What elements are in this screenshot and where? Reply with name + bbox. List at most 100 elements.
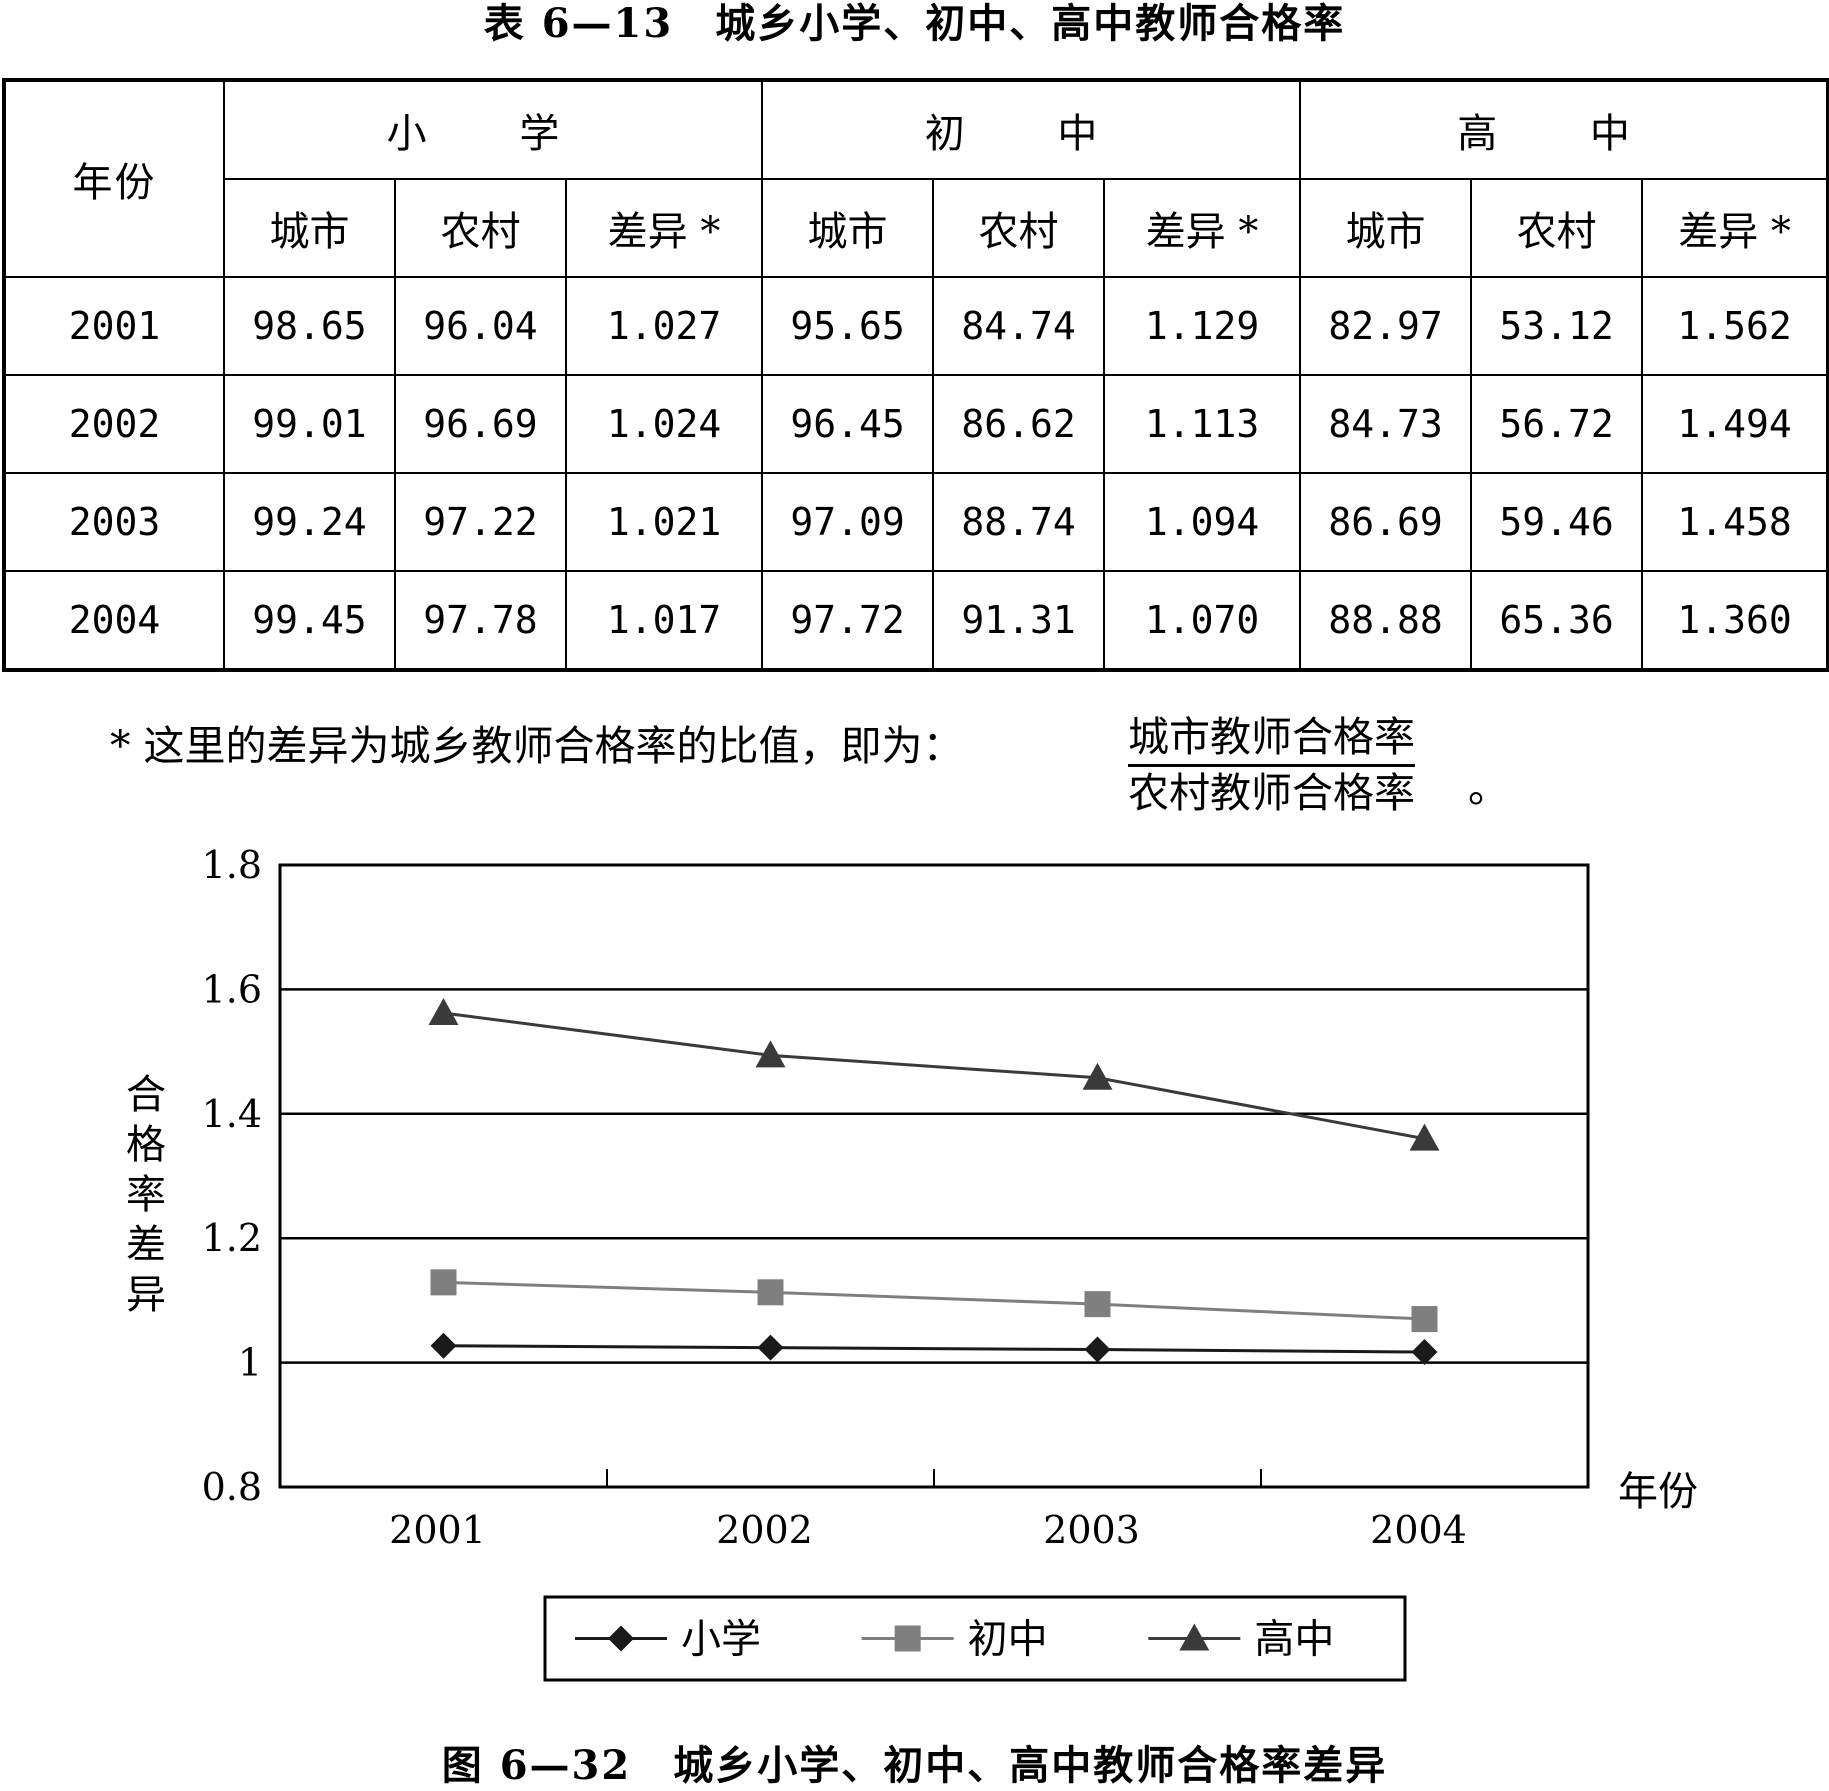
column-header: 差异 * <box>1103 178 1302 278</box>
y-tick-label: 1.4 <box>202 1092 262 1136</box>
column-header: 农村 <box>932 178 1106 278</box>
table-cell: 84.74 <box>932 276 1106 376</box>
table-cell: 1.094 <box>1103 472 1302 572</box>
table-cell: 1.129 <box>1103 276 1302 376</box>
legend-marker <box>608 1625 634 1652</box>
data-point <box>1082 1062 1113 1090</box>
line-chart: 0.8 1 1.2 1.4 1.6 1.8 2001 2002 2003 2004 年份 合格率差异小… <box>126 843 1698 1682</box>
y-tick-label: 1 <box>238 1341 262 1385</box>
plot-frame <box>278 863 1590 1489</box>
table-row: 2002 99.01 96.69 1.024 96.45 86.62 1.113 84.73 5… <box>3 374 1829 474</box>
data-point <box>1411 1306 1438 1333</box>
table-cell: 86.69 <box>1299 472 1473 572</box>
table-cell: 98.65 <box>223 276 396 376</box>
table-cell: 1.027 <box>564 276 764 376</box>
table-cell: 1.458 <box>1641 472 1829 572</box>
column-header: 农村 <box>1470 178 1644 278</box>
table-cell: 97.09 <box>761 472 935 572</box>
fraction-numerator: 城市教师合格率 <box>1128 712 1415 767</box>
year-cell: 2004 <box>3 570 225 671</box>
table-cell: 97.78 <box>394 570 567 671</box>
table-cell: 86.62 <box>932 374 1106 474</box>
column-header: 城市 <box>761 178 935 278</box>
series-line <box>443 1280 1425 1321</box>
table-cell: 1.017 <box>564 570 764 671</box>
legend-marker <box>1179 1623 1210 1651</box>
column-header: 城市 <box>223 178 396 278</box>
column-header: 差异 * <box>564 178 764 278</box>
year-cell: 2002 <box>3 374 225 474</box>
data-point <box>430 1332 457 1359</box>
x-tick-label: 2002 <box>716 1508 813 1552</box>
y-tick-label: 1.8 <box>202 843 262 887</box>
group-header: 小 学 <box>222 79 764 180</box>
table-cell: 97.22 <box>394 472 567 572</box>
series-line <box>443 1344 1425 1354</box>
table-cell: 1.024 <box>564 374 764 474</box>
legend-label: 小学 <box>681 1617 761 1663</box>
legend-label: 初中 <box>968 1617 1048 1663</box>
data-table: 年份 小 学 初 中 高 中 城市 农村 差异 * 城市 农村 差异 * 城市 … <box>2 78 1829 672</box>
year-cell: 2003 <box>3 472 225 572</box>
table-cell: 53.12 <box>1470 276 1644 376</box>
table-row: 2004 99.45 97.78 1.017 97.72 91.31 1.070 88.88 6… <box>3 570 1829 671</box>
table-cell: 1.021 <box>564 472 764 572</box>
table-cell: 96.45 <box>761 374 935 474</box>
table-cell: 96.69 <box>394 374 567 474</box>
legend-label: 高中 <box>1254 1617 1334 1663</box>
table-title: 表 6—13 城乡小学、初中、高中教师合格率 <box>483 0 1346 47</box>
data-point <box>757 1334 784 1361</box>
column-header: 农村 <box>394 178 567 278</box>
group-header: 初 中 <box>761 79 1302 180</box>
x-tick-label: 2004 <box>1370 1508 1467 1552</box>
fraction-denominator: 农村教师合格率 <box>1128 769 1415 817</box>
x-tick-label: 2001 <box>389 1508 486 1552</box>
legend-box <box>543 1595 1407 1682</box>
table-cell: 84.73 <box>1299 374 1473 474</box>
data-point <box>430 1269 457 1296</box>
table-cell: 96.04 <box>394 276 567 376</box>
table-cell: 59.46 <box>1470 472 1644 572</box>
data-point <box>1084 1291 1111 1318</box>
table-cell: 82.97 <box>1299 276 1473 376</box>
table-row: 2003 99.24 97.22 1.021 97.09 88.74 1.094 86.69 5… <box>3 472 1829 572</box>
table-cell: 99.01 <box>223 374 396 474</box>
x-axis-label: 年份 <box>1618 1469 1698 1515</box>
y-axis-label: 合格率差异 <box>126 1072 166 1318</box>
year-cell: 2001 <box>3 276 225 376</box>
table-cell: 1.070 <box>1103 570 1302 671</box>
footnote-end: 。 <box>1468 764 1509 812</box>
legend-marker <box>894 1625 921 1652</box>
x-tick-label: 2003 <box>1043 1508 1140 1552</box>
column-header: 城市 <box>1299 178 1473 278</box>
table-cell: 1.360 <box>1641 570 1829 671</box>
data-point <box>757 1279 784 1306</box>
table-cell: 97.72 <box>761 570 935 671</box>
table-cell: 99.45 <box>223 570 396 671</box>
series-line <box>443 1011 1425 1141</box>
table-body: 2001 98.65 96.04 1.027 95.65 84.74 1.129 82.97 5… <box>3 276 1829 671</box>
table-cell: 1.113 <box>1103 374 1302 474</box>
y-tick-label: 0.8 <box>202 1465 262 1509</box>
group-header: 高 中 <box>1299 79 1829 180</box>
table-cell: 1.562 <box>1641 276 1829 376</box>
y-tick-label: 1.2 <box>202 1216 262 1260</box>
table-cell: 99.24 <box>223 472 396 572</box>
table-cell: 88.74 <box>932 472 1106 572</box>
table-row: 2001 98.65 96.04 1.027 95.65 84.74 1.129 82.97 5… <box>3 276 1829 376</box>
ratio-fraction: 城市教师合格率 农村教师合格率 <box>1128 712 1415 819</box>
table-cell: 1.494 <box>1641 374 1829 474</box>
data-point <box>1411 1339 1438 1366</box>
y-tick-label: 1.6 <box>202 967 262 1011</box>
data-point <box>428 998 459 1026</box>
column-header: 差异 * <box>1641 178 1829 278</box>
table-cell: 95.65 <box>761 276 935 376</box>
table-cell: 88.88 <box>1299 570 1473 671</box>
year-header: 年份 <box>3 79 225 278</box>
data-point <box>755 1040 786 1068</box>
data-point <box>1084 1336 1111 1363</box>
data-point <box>1409 1123 1440 1151</box>
table-cell: 65.36 <box>1470 570 1644 671</box>
footnote: * 这里的差异为城乡教师合格率的比值，即为： <box>110 722 964 770</box>
table-cell: 91.31 <box>932 570 1106 671</box>
